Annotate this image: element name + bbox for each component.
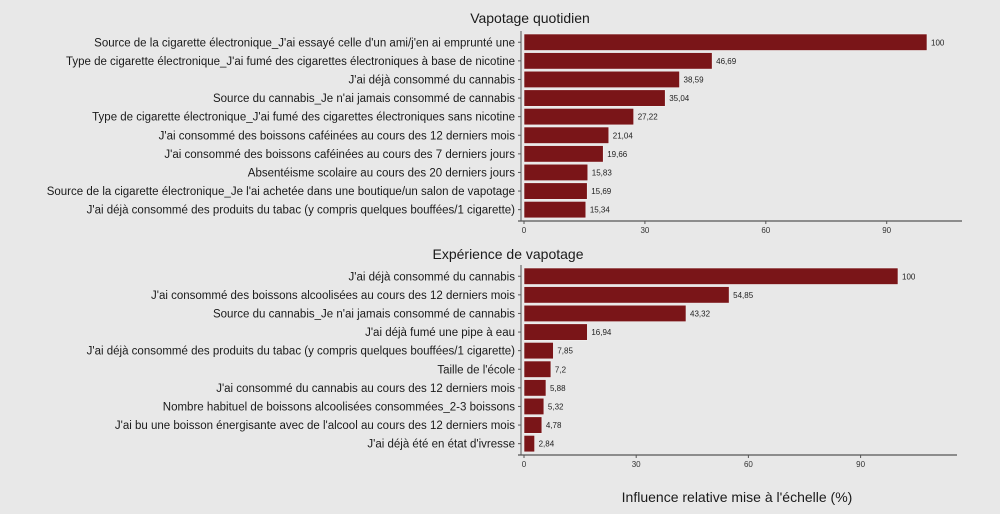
category-label: Type de cigarette électronique_J'ai fumé…	[66, 56, 515, 68]
bar	[523, 304, 687, 323]
bar	[523, 323, 588, 341]
x-tick-label: 30	[632, 460, 641, 469]
chart-title: Vapotage quotidien	[470, 10, 590, 26]
data-label: 100	[902, 272, 916, 281]
x-tick-label: 90	[882, 226, 891, 235]
bar	[523, 163, 589, 181]
data-label: 19,66	[607, 150, 628, 159]
data-label: 15,69	[591, 187, 612, 196]
bar	[523, 416, 543, 434]
bar	[523, 286, 730, 304]
bar	[523, 379, 547, 397]
data-label: 5,32	[548, 402, 564, 411]
bar	[523, 89, 666, 107]
category-label: J'ai consommé du cannabis au cours des 1…	[216, 383, 515, 395]
data-label: 15,34	[590, 206, 611, 215]
bar	[523, 435, 535, 453]
bar	[523, 182, 588, 200]
data-label: 21,04	[613, 131, 634, 140]
x-tick-label: 0	[522, 460, 527, 469]
category-label: J'ai déjà fumé une pipe à eau	[365, 327, 515, 339]
bar	[523, 52, 713, 70]
category-label: J'ai consommé des boissons alcoolisées a…	[151, 290, 515, 302]
category-label: J'ai bu une boisson énergisante avec de …	[115, 420, 515, 432]
data-label: 16,94	[591, 328, 612, 337]
category-label: Source de la cigarette électronique_J'ai…	[94, 37, 515, 49]
data-label: 46,69	[716, 57, 737, 66]
category-label: Absentéisme scolaire au cours des 20 der…	[248, 167, 515, 179]
category-label: Source du cannabis_Je n'ai jamais consom…	[213, 308, 515, 320]
data-label: 4,78	[546, 421, 562, 430]
category-label: J'ai déjà consommé des produits du tabac…	[87, 205, 516, 217]
data-label: 15,83	[592, 168, 613, 177]
bar	[523, 201, 587, 219]
category-label: J'ai consommé des boissons caféinées au …	[164, 149, 515, 161]
bar	[523, 360, 552, 378]
category-label: Source du cannabis_Je n'ai jamais consom…	[213, 93, 515, 105]
category-label: J'ai déjà consommé des produits du tabac…	[87, 346, 516, 358]
chart-title: Expérience de vapotage	[433, 246, 584, 262]
x-axis-label: Influence relative mise à l'échelle (%)	[622, 489, 853, 505]
data-label: 5,88	[550, 384, 566, 393]
x-tick-label: 90	[856, 460, 865, 469]
category-label: J'ai déjà été en état d'ivresse	[367, 439, 515, 451]
data-label: 7,2	[555, 365, 567, 374]
bar	[523, 108, 634, 126]
bar	[523, 267, 899, 285]
bar	[523, 126, 610, 144]
data-label: 35,04	[669, 94, 690, 103]
data-label: 7,85	[557, 347, 573, 356]
bar	[523, 342, 554, 360]
data-label: 2,84	[539, 440, 555, 449]
bar	[523, 397, 545, 416]
category-label: J'ai consommé des boissons caféinées au …	[159, 130, 516, 142]
category-label: Type de cigarette électronique_J'ai fumé…	[92, 112, 515, 124]
data-label: 27,22	[638, 113, 659, 122]
category-label: J'ai déjà consommé du cannabis	[349, 271, 516, 283]
x-tick-label: 60	[744, 460, 753, 469]
category-label: Nombre habituel de boissons alcoolisées …	[163, 401, 515, 413]
data-label: 43,32	[690, 309, 711, 318]
bar	[523, 33, 928, 51]
x-tick-label: 30	[640, 226, 649, 235]
category-label: J'ai déjà consommé du cannabis	[349, 74, 516, 86]
x-tick-label: 60	[761, 226, 770, 235]
bar	[523, 70, 680, 88]
category-label: Taille de l'école	[437, 364, 515, 376]
data-label: 100	[931, 38, 945, 47]
category-label: Source de la cigarette électronique_Je l…	[47, 186, 515, 198]
data-label: 54,85	[733, 291, 754, 300]
data-label: 38,59	[684, 75, 705, 84]
x-tick-label: 0	[522, 226, 527, 235]
bar	[523, 145, 604, 163]
